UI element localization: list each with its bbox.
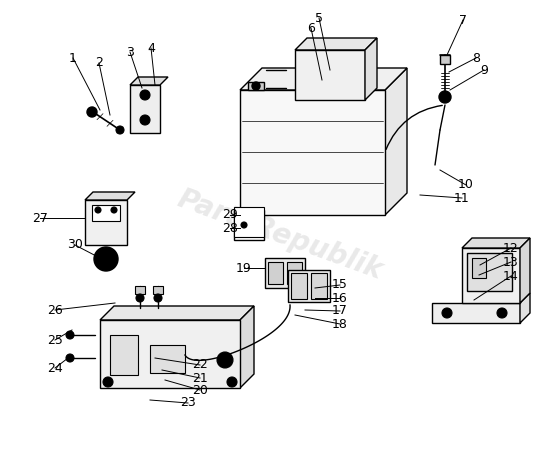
Text: 28: 28 [222,221,238,235]
Text: 13: 13 [503,255,519,269]
Text: 7: 7 [459,14,467,26]
Circle shape [439,91,451,103]
Text: 30: 30 [67,238,83,252]
Polygon shape [240,68,407,90]
Text: 5: 5 [315,11,323,25]
Text: 19: 19 [236,261,252,275]
Bar [467,253,512,291]
Polygon shape [520,293,530,323]
Bar [135,286,145,294]
Circle shape [66,354,74,362]
Polygon shape [520,238,530,303]
Bar [288,270,330,302]
Text: 29: 29 [222,209,238,221]
Polygon shape [385,68,407,215]
Circle shape [497,308,507,318]
Polygon shape [462,238,530,248]
Bar [291,273,307,299]
Bar [110,335,138,375]
Bar [150,345,185,373]
Text: 10: 10 [458,178,474,192]
Text: 6: 6 [307,22,315,34]
Bar [265,258,305,288]
Bar [287,262,302,284]
Text: 23: 23 [180,396,196,410]
Circle shape [252,82,260,90]
Polygon shape [100,306,254,320]
Polygon shape [432,303,520,323]
Polygon shape [462,248,520,303]
Text: 20: 20 [192,383,208,396]
Text: 27: 27 [32,211,48,225]
Text: 1: 1 [69,51,77,65]
Text: 9: 9 [480,64,488,76]
Circle shape [142,93,147,98]
Circle shape [66,331,74,339]
Circle shape [241,222,247,228]
Bar [153,286,163,294]
Polygon shape [130,85,160,133]
Circle shape [111,207,117,213]
Text: 21: 21 [192,371,208,385]
Polygon shape [295,38,377,50]
Circle shape [442,94,448,100]
Bar [295,50,365,100]
Circle shape [442,308,452,318]
Bar [268,262,283,284]
Text: 16: 16 [332,292,348,304]
Text: 24: 24 [47,362,63,374]
Circle shape [94,247,118,271]
Text: 11: 11 [454,192,470,204]
Circle shape [227,377,237,387]
Text: 8: 8 [472,51,480,65]
Text: 18: 18 [332,318,348,330]
Bar [234,210,264,240]
Text: 2: 2 [95,57,103,69]
Polygon shape [240,90,385,215]
Circle shape [87,107,97,117]
Text: 3: 3 [126,45,134,59]
Text: 15: 15 [332,278,348,292]
Circle shape [100,253,112,265]
Bar [92,205,120,221]
Text: 14: 14 [503,270,519,283]
Bar [234,207,264,237]
Circle shape [116,126,124,134]
Text: 22: 22 [192,359,208,371]
Bar [85,200,127,245]
Polygon shape [240,306,254,388]
Circle shape [95,207,101,213]
Bar [172,349,186,361]
Circle shape [68,333,72,337]
Circle shape [136,294,144,302]
Circle shape [154,294,162,302]
Bar [100,320,240,388]
Text: 12: 12 [503,242,519,254]
Circle shape [140,115,150,125]
Text: 17: 17 [332,304,348,318]
Text: PartsRepublik: PartsRepublik [174,185,386,285]
Circle shape [103,377,113,387]
Circle shape [142,118,147,123]
Circle shape [217,352,233,368]
Text: 26: 26 [47,303,63,317]
Bar [472,258,486,278]
Polygon shape [365,38,377,100]
Circle shape [140,90,150,100]
Bar [440,55,450,64]
Circle shape [68,356,72,360]
Polygon shape [130,77,168,85]
Circle shape [103,256,109,262]
Text: 25: 25 [47,334,63,346]
Polygon shape [85,192,135,200]
Bar [248,82,264,90]
Text: 4: 4 [147,42,155,54]
Bar [311,273,327,299]
